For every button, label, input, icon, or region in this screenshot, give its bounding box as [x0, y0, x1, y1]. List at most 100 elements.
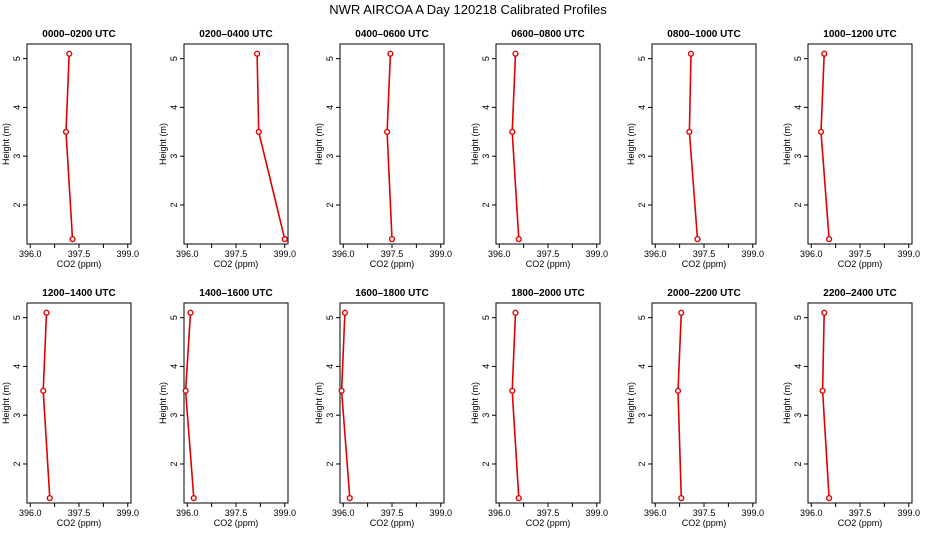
y-tick-label: 4 [12, 105, 22, 110]
y-tick-label: 4 [793, 364, 803, 369]
plot-frame [651, 43, 757, 245]
figure-title: NWR AIRCOA A Day 120218 Calibrated Profi… [329, 2, 607, 17]
data-point [819, 387, 826, 394]
y-tick-label: 4 [169, 105, 179, 110]
x-tick-label: 399.0 [116, 508, 139, 518]
panel: 0000–0200 UTC 396.0 397.5 399.0 2 3 4 5 CO2 (ppm… [1, 29, 139, 269]
y-tick-label: 2 [793, 202, 803, 207]
panel-title: 1800–2000 UTC [511, 288, 584, 299]
panel: 1000–1200 UTC 396.0 397.5 399.0 2 3 4 5 CO2 (ppm… [782, 29, 920, 269]
panel-title: 1200–1400 UTC [42, 288, 115, 299]
y-axis-label: Height (m) [314, 123, 324, 165]
x-tick-label: 399.0 [429, 249, 452, 259]
profile-line [820, 53, 830, 240]
y-tick-label: 3 [793, 154, 803, 159]
y-axis-label: Height (m) [158, 123, 168, 165]
data-point [46, 495, 53, 502]
x-tick-label: 396.0 [176, 508, 199, 518]
profile-line [511, 312, 520, 499]
data-point [338, 387, 345, 394]
y-axis-label: Height (m) [626, 382, 636, 424]
y-axis-label: Height (m) [782, 123, 792, 165]
x-tick-label: 396.0 [176, 249, 199, 259]
x-axis-label: CO2 (ppm) [370, 259, 415, 269]
y-tick-label: 5 [12, 56, 22, 61]
y-tick-label: 2 [325, 461, 335, 466]
x-tick-label: 397.5 [849, 508, 872, 518]
y-tick-label: 5 [12, 315, 22, 320]
x-tick-label: 397.5 [849, 249, 872, 259]
data-point [187, 309, 194, 316]
panel: 1800–2000 UTC 396.0 397.5 399.0 2 3 4 5 CO2 (ppm… [470, 288, 608, 528]
y-tick-label: 4 [481, 364, 491, 369]
plot-frame [26, 43, 132, 245]
y-tick-label: 3 [12, 154, 22, 159]
data-point [509, 128, 516, 135]
data-point [817, 128, 825, 135]
y-tick-label: 2 [637, 461, 647, 466]
panel-title: 0600–0800 UTC [511, 29, 584, 40]
x-tick-label: 396.0 [19, 249, 42, 259]
panel: 1200–1400 UTC 396.0 397.5 399.0 2 3 4 5 CO2 (ppm… [1, 288, 139, 528]
data-point [509, 387, 516, 394]
y-axis-label: Height (m) [470, 382, 480, 424]
x-tick-label: 397.5 [225, 508, 248, 518]
panel-title: 2200–2400 UTC [823, 288, 896, 299]
y-tick-label: 2 [12, 202, 22, 207]
x-tick-label: 399.0 [585, 508, 608, 518]
y-tick-label: 2 [637, 202, 647, 207]
data-point [515, 495, 522, 502]
y-tick-label: 3 [793, 413, 803, 418]
profile-line [677, 312, 683, 499]
x-tick-label: 399.0 [585, 249, 608, 259]
x-tick-label: 396.0 [332, 249, 355, 259]
data-point [678, 309, 685, 316]
profile-line [256, 53, 286, 240]
x-tick-label: 397.5 [68, 508, 91, 518]
data-point [66, 50, 73, 57]
y-tick-label: 4 [637, 364, 647, 369]
plot-frame [183, 43, 289, 245]
x-axis-label: CO2 (ppm) [57, 518, 102, 528]
x-tick-label: 397.5 [537, 508, 560, 518]
profile-line [184, 312, 195, 499]
profile-line [688, 53, 699, 240]
y-tick-label: 5 [169, 56, 179, 61]
data-point [821, 309, 828, 316]
y-tick-label: 2 [169, 461, 179, 466]
y-axis-label: Height (m) [626, 123, 636, 165]
x-tick-label: 396.0 [644, 508, 667, 518]
x-tick-label: 396.0 [800, 508, 823, 518]
panel-title: 0400–0600 UTC [355, 29, 428, 40]
panel: 2200–2400 UTC 396.0 397.5 399.0 2 3 4 5 CO2 (ppm… [782, 288, 920, 528]
x-axis-label: CO2 (ppm) [682, 259, 727, 269]
y-tick-label: 5 [793, 315, 803, 320]
y-tick-label: 2 [169, 202, 179, 207]
panel: 0600–0800 UTC 396.0 397.5 399.0 2 3 4 5 CO2 (ppm… [470, 29, 608, 269]
y-tick-label: 4 [637, 105, 647, 110]
x-tick-label: 399.0 [273, 508, 296, 518]
y-axis-label: Height (m) [470, 123, 480, 165]
y-tick-label: 3 [325, 413, 335, 418]
plot-frame [183, 302, 289, 504]
panel-title: 2000–2200 UTC [667, 288, 740, 299]
data-point [43, 309, 50, 316]
plot-frame [651, 302, 757, 504]
data-point [62, 128, 70, 135]
x-tick-label: 399.0 [273, 249, 296, 259]
data-point [826, 236, 833, 243]
y-tick-label: 3 [12, 413, 22, 418]
x-tick-label: 396.0 [488, 249, 511, 259]
y-axis-label: Height (m) [314, 382, 324, 424]
x-tick-label: 396.0 [488, 508, 511, 518]
data-point [255, 128, 262, 135]
x-tick-label: 399.0 [897, 508, 920, 518]
profile-line [65, 53, 74, 240]
x-axis-label: CO2 (ppm) [370, 518, 415, 528]
x-axis-label: CO2 (ppm) [526, 518, 571, 528]
data-point [678, 495, 685, 502]
plot-frame [495, 302, 601, 504]
data-point [686, 128, 693, 135]
y-tick-label: 3 [637, 413, 647, 418]
y-tick-label: 3 [325, 154, 335, 159]
